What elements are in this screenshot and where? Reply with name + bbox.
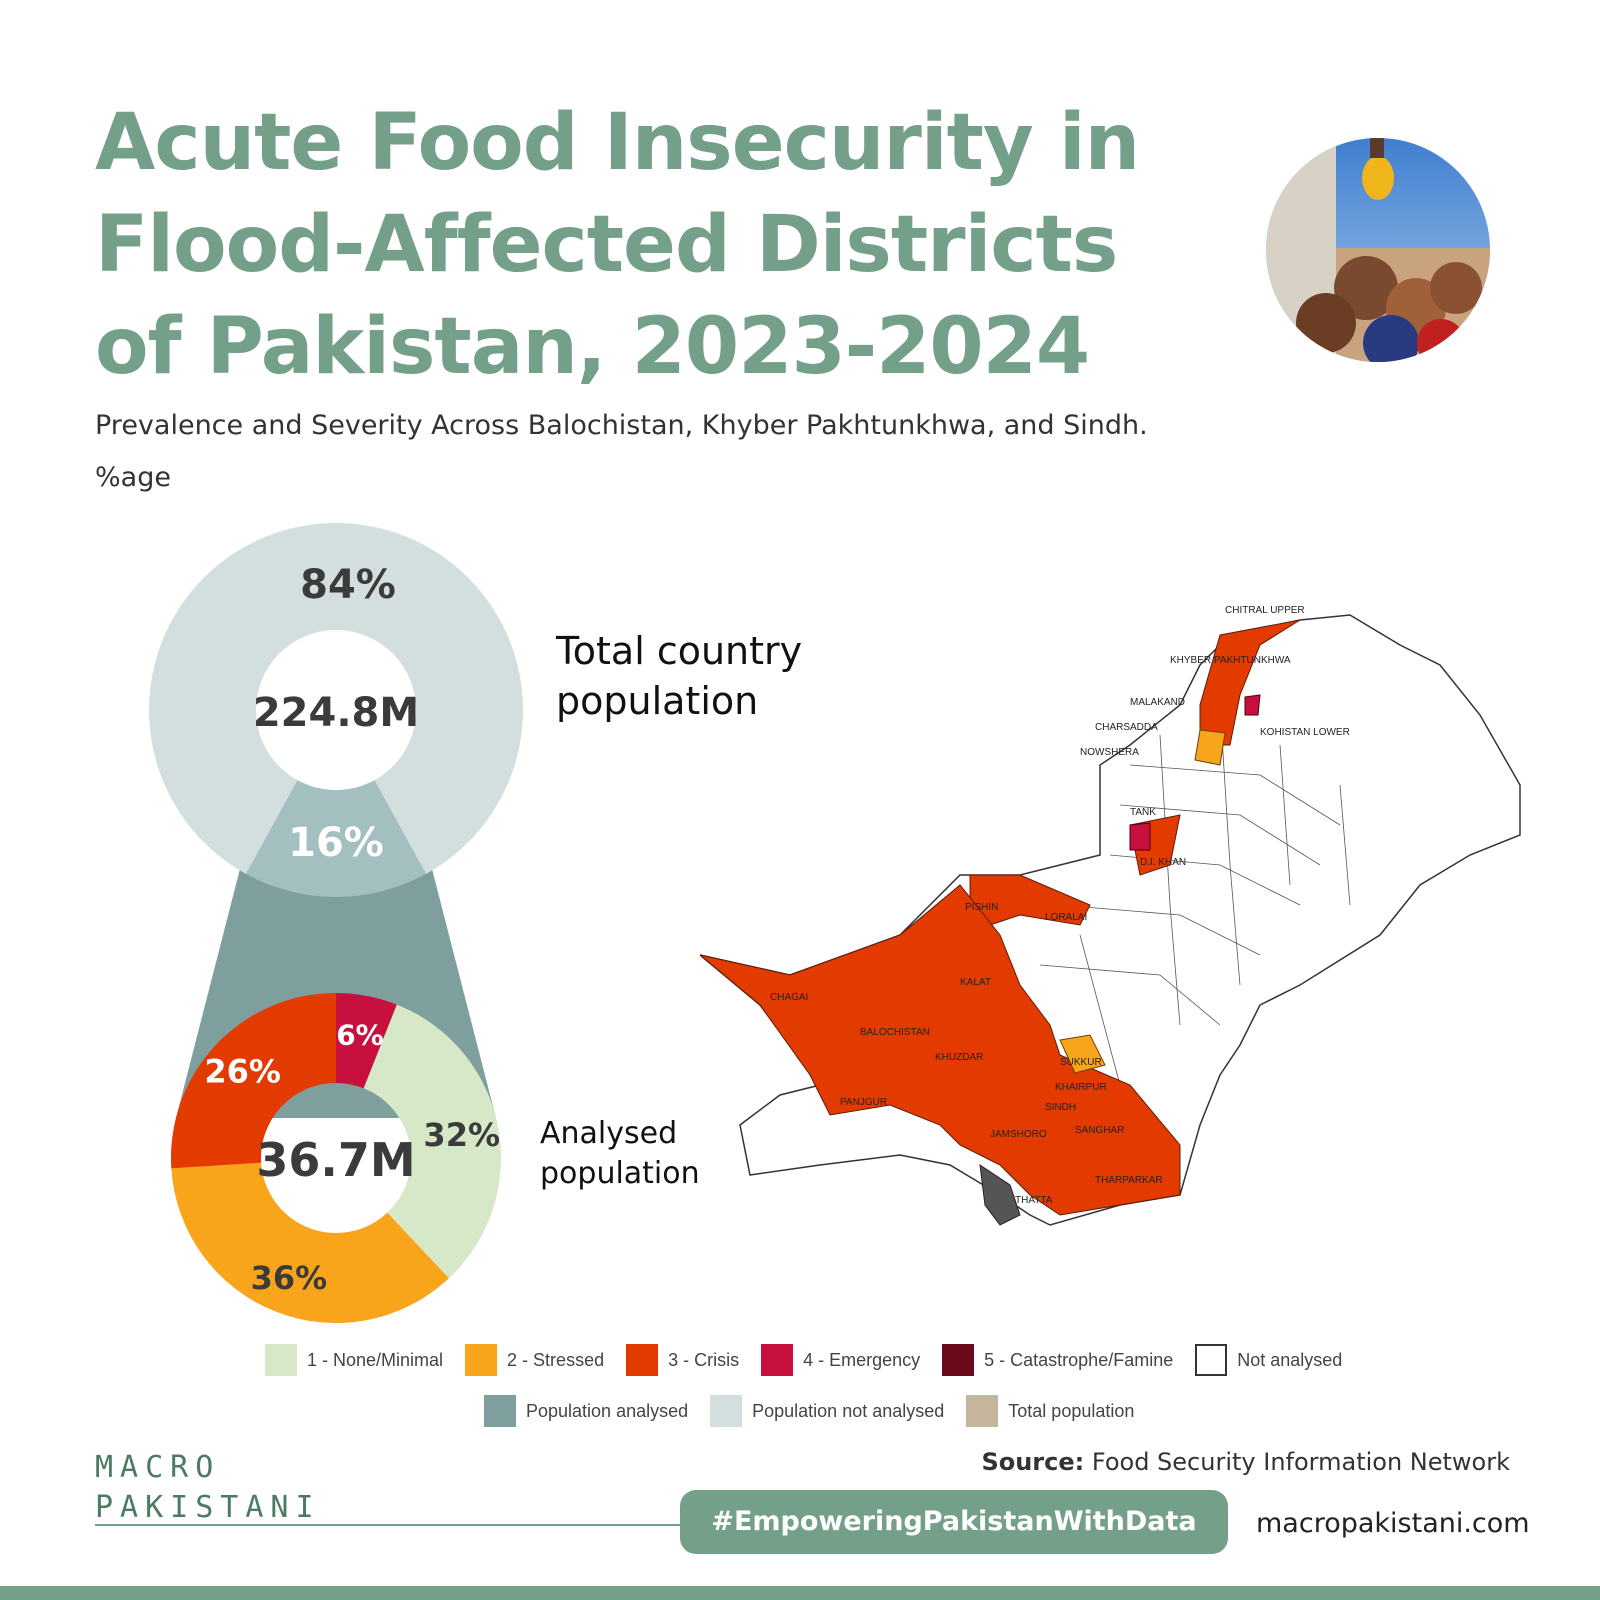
district-label: LORALAI <box>1045 912 1087 923</box>
total-population-label-line2: population <box>556 679 759 723</box>
district-label: PANJGUR <box>840 1097 887 1108</box>
district-label: NOWSHERA <box>1080 747 1139 758</box>
district-label: CHITRAL UPPER <box>1225 605 1305 616</box>
label-analysed-percent: 16% <box>288 820 384 866</box>
website-link[interactable]: macropakistani.com <box>1256 1508 1530 1539</box>
population-chart: 84% 16% 224.8M 32% 36% 26% 6% 36.7M <box>149 523 523 1323</box>
legend-label: 5 - Catastrophe/Famine <box>984 1349 1174 1370</box>
footer-divider <box>95 1524 680 1526</box>
label-crisis: 26% <box>204 1052 281 1090</box>
slice-emergency <box>336 993 397 1089</box>
legend-item: Not analysed <box>1195 1344 1342 1376</box>
slice-not-analysed <box>149 523 523 874</box>
legend-item: Population analysed <box>484 1395 688 1427</box>
total-population-label: Total country population <box>556 626 802 726</box>
legend-label: 1 - None/Minimal <box>307 1349 444 1370</box>
center-label-total-population: 224.8M <box>253 690 419 736</box>
source-text: Food Security Information Network <box>1091 1448 1510 1476</box>
district-label: TANK <box>1130 807 1156 818</box>
coastal-district <box>979 1163 1021 1226</box>
legend-swatch <box>942 1344 975 1376</box>
district-labels: CHITRAL UPPER KHYBER PAKHTUNKHWA MALAKAND C… <box>770 605 1350 1206</box>
macro-pakistani-logo: MACRO PAKISTANI <box>95 1448 321 1528</box>
unit-label: %age <box>95 462 171 493</box>
legend-swatch <box>484 1395 516 1427</box>
legend-swatch <box>761 1344 794 1376</box>
logo-line-1: MACRO <box>95 1450 221 1485</box>
page-subtitle: Prevalence and Severity Across Balochist… <box>95 410 1148 441</box>
district-borders <box>1039 704 1351 1086</box>
logo-line-2: PAKISTANI <box>95 1490 321 1525</box>
legend-item: 1 - None/Minimal <box>265 1344 443 1376</box>
district-label: CHARSADDA <box>1095 722 1158 733</box>
analysed-population-label: Analysed population <box>540 1114 700 1194</box>
photo-illustration <box>1266 138 1490 362</box>
district-label: CHAGAI <box>770 992 808 1003</box>
title-line-1: Acute Food Insecurity in <box>95 98 1140 188</box>
slice-stressed <box>171 1162 449 1323</box>
legend-item: Total population <box>966 1395 1134 1427</box>
legend-swatch <box>710 1395 743 1427</box>
legend-label: Not analysed <box>1237 1349 1343 1370</box>
legend-label: 3 - Crisis <box>668 1349 740 1370</box>
total-population-label-line1: Total country <box>556 629 803 673</box>
emergency-districts <box>1129 694 1261 851</box>
slice-none-minimal <box>363 1004 501 1279</box>
district-label: KOHISTAN LOWER <box>1260 727 1350 738</box>
legend-swatch <box>966 1395 999 1427</box>
legend-item: 5 - Catastrophe/Famine <box>942 1344 1173 1376</box>
district-label: PISHIN <box>965 902 998 913</box>
district-label: KHYBER PAKHTUNKHWA <box>1170 655 1291 666</box>
pakistan-map: CHITRAL UPPER KHYBER PAKHTUNKHWA MALAKAND C… <box>700 605 1521 1226</box>
center-label-analysed-population: 36.7M <box>256 1133 415 1187</box>
title-line-3: of Pakistan, 2023-2024 <box>95 302 1090 392</box>
slice-crisis <box>171 993 336 1169</box>
legend-swatch <box>1195 1344 1228 1376</box>
source-note: Source: Food Security Information Networ… <box>981 1448 1510 1476</box>
stressed-districts <box>1059 729 1226 1074</box>
label-none-minimal: 32% <box>423 1116 500 1154</box>
district-label: MALAKAND <box>1130 697 1185 708</box>
district-label: THATTA <box>1015 1195 1053 1206</box>
page-title: Acute Food Insecurity in Flood-Affected … <box>95 92 1215 398</box>
source-label: Source: <box>981 1448 1085 1476</box>
legend-item: Population not analysed <box>710 1395 944 1427</box>
legend-label: Population analysed <box>526 1400 689 1421</box>
district-label: SINDH <box>1045 1102 1076 1113</box>
slice-analysed <box>245 780 427 897</box>
label-not-analysed-percent: 84% <box>300 562 396 608</box>
legend-swatch <box>265 1344 297 1376</box>
bottom-bar <box>0 1586 1600 1600</box>
legend-item: 3 - Crisis <box>626 1344 739 1376</box>
district-label: D.I. KHAN <box>1140 857 1186 868</box>
legend-label: 2 - Stressed <box>507 1349 605 1370</box>
legend-label: 4 - Emergency <box>803 1349 921 1370</box>
legend-item: 2 - Stressed <box>465 1344 604 1376</box>
title-line-2: Flood-Affected Districts <box>95 200 1118 290</box>
food-aid-photo <box>1266 138 1490 362</box>
legend-row-population: Population analysed Population not analys… <box>484 1395 1156 1427</box>
district-label: THARPARKAR <box>1095 1175 1163 1186</box>
legend-row-ipc: 1 - None/Minimal 2 - Stressed 3 - Crisis 4 … <box>265 1344 1364 1376</box>
district-label: SUKKUR <box>1060 1057 1102 1068</box>
label-stressed: 36% <box>251 1259 328 1297</box>
label-emergency: 6% <box>336 1018 384 1051</box>
legend-swatch <box>465 1344 498 1376</box>
analysed-population-label-line2: population <box>540 1156 700 1191</box>
legend-swatch <box>626 1344 659 1376</box>
legend-item: 4 - Emergency <box>761 1344 920 1376</box>
analysed-population-label-line1: Analysed <box>540 1116 678 1151</box>
district-label: BALOCHISTAN <box>860 1027 930 1038</box>
legend-label: Total population <box>1008 1400 1135 1421</box>
district-label: JAMSHORO <box>990 1129 1047 1140</box>
hashtag-badge: #EmpoweringPakistanWithData <box>680 1490 1228 1554</box>
district-label: KHAIRPUR <box>1055 1082 1107 1093</box>
district-label: SANGHAR <box>1075 1125 1124 1136</box>
district-label: KHUZDAR <box>935 1052 983 1063</box>
legend-label: Population not analysed <box>752 1400 945 1421</box>
district-label: KALAT <box>960 977 991 988</box>
